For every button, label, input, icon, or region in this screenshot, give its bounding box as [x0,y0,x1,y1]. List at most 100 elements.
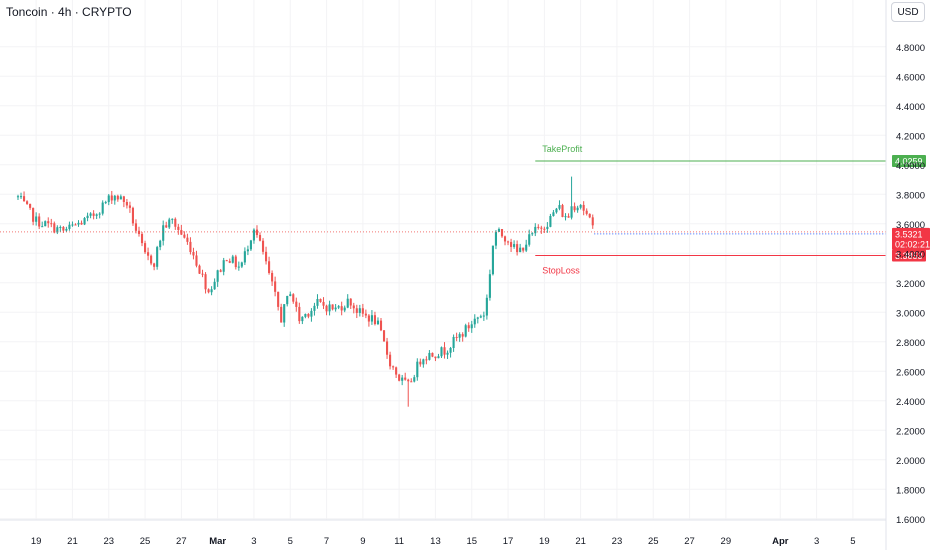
candle-body [470,324,473,329]
stop-loss-label: StopLoss [542,265,580,275]
y-tick-label: 1.8000 [896,485,925,496]
candle-body [434,356,437,359]
candle-body [237,266,240,268]
candle-body [280,306,283,323]
x-tick-label: 11 [394,536,404,547]
candle-body [38,216,41,227]
current-price-text: 3.5321 [895,229,923,239]
candle-body [340,306,343,311]
candle-body [458,334,461,338]
candle-body [26,201,29,204]
candle-body [207,289,210,293]
candle-body [561,205,564,217]
price-axis[interactable]: 4.8000 4.6000 4.4000 4.2000 4.0000 3.8000 3.60… [885,0,925,550]
candle-body [328,304,331,312]
candle-body [585,210,588,214]
x-tick-label: 21 [575,536,586,547]
candle-body [567,216,570,218]
x-tick-label: 17 [503,536,514,547]
candle-body [110,195,113,201]
y-tick-label: 2.6000 [896,367,925,378]
stop-loss-price-text: 3.3853 [895,251,923,261]
candle-body [473,318,476,325]
x-tick-label: 25 [140,536,151,547]
candle-body [558,205,561,209]
y-tick-label: 3.6000 [896,220,925,231]
candle-body [261,240,265,252]
candle-body [522,247,525,251]
candle-body [192,252,195,256]
candle-body [428,352,431,360]
candle-body [443,347,446,355]
x-tick-label: 23 [103,536,114,547]
candle-body [59,227,62,229]
candle-body [537,226,540,228]
y-tick-label: 2.8000 [896,338,925,349]
candle-body [573,206,576,211]
take-profit-price-tag [892,154,926,167]
candle-body [86,215,89,219]
candle-body [485,297,488,316]
candle-body [101,202,104,214]
candle-body [240,262,243,267]
currency-button[interactable]: USD [891,2,925,22]
candle-body [376,320,380,325]
candle-body [564,216,567,218]
candle-body [413,377,416,382]
candle-body [186,237,189,242]
candle-body [95,214,98,216]
candle-body [452,336,455,348]
trade-levels: TakeProfit 4.0259 StopLoss 3.3853 3.532102:0… [0,144,930,275]
y-tick-label: 4.8000 [896,43,925,54]
candle-body [228,261,231,263]
candle-body [404,377,407,380]
candle-body [22,196,26,202]
candle-body [271,272,274,282]
candle-body [319,298,322,302]
candle-body [503,236,507,242]
candle-body [422,359,425,365]
candle-body [65,228,68,231]
candle-body [361,308,364,314]
x-tick-label: 27 [176,536,187,547]
candle-body [77,222,80,225]
x-tick-label: 7 [324,536,329,547]
x-tick-label: 19 [31,536,42,547]
candle-body [92,213,95,216]
candle-body [461,334,464,337]
y-tick-label: 3.0000 [896,308,925,319]
candle-body [392,366,395,368]
candle-body [355,308,358,313]
symbol-title: Toncoin · 4h · CRYPTO [6,5,132,19]
candle-body [416,361,419,378]
candle-body [219,270,222,272]
candle-body [307,313,310,317]
candle-body [153,263,156,267]
take-profit-label: TakeProfit [542,144,583,154]
candle-body [231,256,234,263]
candle-body [343,307,346,311]
candle-body [476,317,479,319]
candle-body [44,221,47,227]
candle-body [579,204,582,208]
time-axis[interactable]: 19 21 23 25 27 Mar 3 5 7 9 11 13 15 17 19 21 23 25 27 29 Apr… [0,519,886,547]
candle-body [122,196,125,202]
candle-body [310,310,313,317]
candle-body [128,205,131,208]
candle-body [316,298,319,306]
candle-body [131,207,135,224]
candle-body [373,315,377,325]
y-tick-label: 3.4000 [896,249,925,260]
candle-body [370,315,373,322]
grid-lines [0,0,886,520]
candle-body [549,215,552,227]
candle-body [576,207,579,211]
candle-body [349,298,352,306]
candle-body [50,223,53,225]
candle-body [431,352,434,357]
candle-body [382,330,386,342]
candle-body [147,252,150,256]
current-price-tag [892,227,930,250]
candle-body [104,202,107,204]
